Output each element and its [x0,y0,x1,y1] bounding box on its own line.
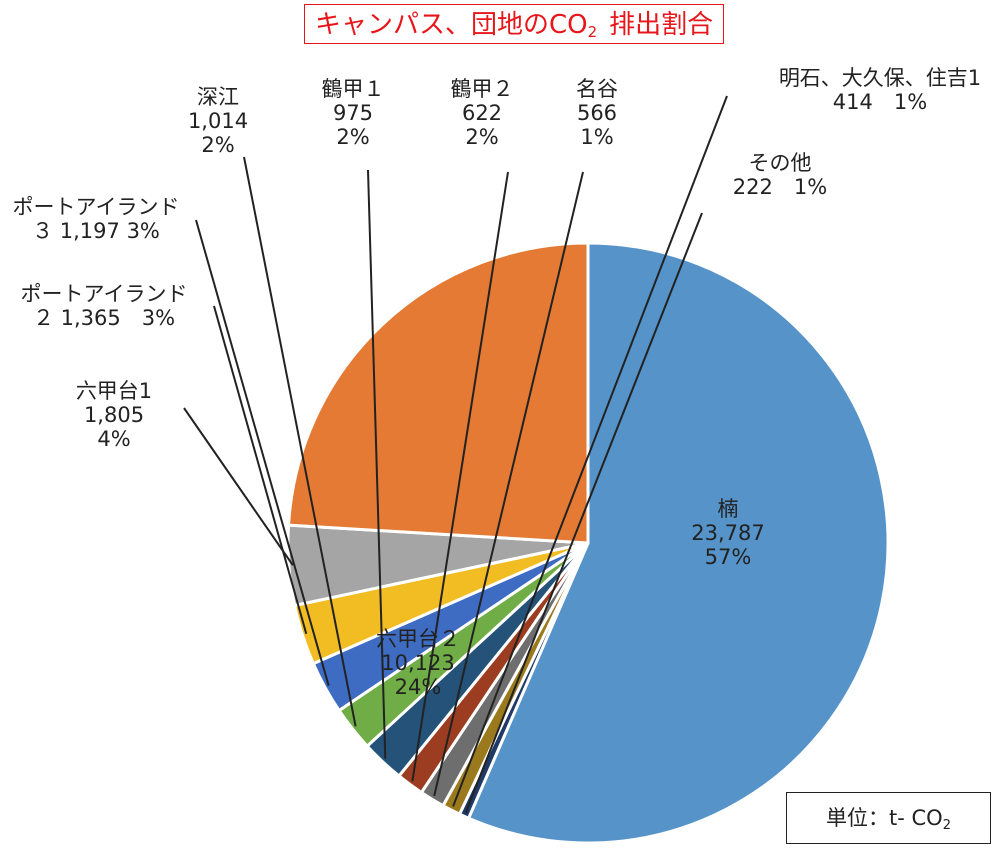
slice-label-line-kusunoki-1: 23,787 [691,521,764,545]
leader-line-tsurukabuto1 [367,169,387,759]
slice-label-line-rokko1-2: 4% [97,427,130,451]
chart-title-main: キャンパス、団地のCO [315,10,588,40]
slice-label-line-fukae-0: 深江 [197,85,239,109]
slice-label-port2: ポートアイランド２ 1,365 3% [21,282,188,330]
slice-label-line-tsurukabuto2-0: 鶴甲２ [451,77,514,101]
slice-label-line-akashi-1: 414 1% [833,90,927,114]
slice-label-line-tsurukabuto2-1: 622 [462,101,502,125]
slice-label-rokko2: 六甲台２ 10,123 24% [376,627,460,699]
leader-line-port2 [213,305,308,635]
slice-label-line-akashi-0: 明石、大久保、住吉1 [779,66,981,90]
unit-label-subscript: 2 [942,818,951,833]
unit-label: 単位：t- CO [826,806,943,830]
slice-label-line-tsurukabuto2-2: 2% [465,125,498,149]
leader-line-fukae [243,156,357,727]
unit-label-box: 単位：t- CO2 [786,792,991,844]
chart-title-tail: 排出割合 [609,10,714,40]
slice-label-line-rokko2-1: 10,123 [381,651,454,675]
leader-line-port3 [195,219,330,686]
slice-label-line-fukae-2: 2% [201,133,234,157]
slice-label-line-port3-0: ポートアイランド [13,195,180,219]
slice-label-tsurukabuto1: 鶴甲１ 975 2% [322,77,385,149]
leader-line-rokko1 [183,407,294,566]
pie-slice-rokko2 [287,241,590,545]
pie-slice-kusunoki [467,241,890,845]
slice-label-line-port2-1: ２ 1,365 3% [33,306,175,330]
slice-label-line-tsurukabuto1-2: 2% [336,125,369,149]
leader-line-naya [433,171,584,797]
slice-label-line-port3-1: ３ 1,197 3% [32,219,160,243]
slice-label-line-rokko1-1: 1,805 [84,403,144,427]
slice-label-naya: 名谷 566 1% [576,77,618,149]
slice-label-akashi: 明石、大久保、住吉1 414 1% [779,66,981,114]
slice-label-port3: ポートアイランド３ 1,197 3% [13,195,180,243]
leader-lines [183,95,728,813]
slice-labels: 楠 23,787 57% その他 222 1% 明石、大久保、住吉1 414 1% 名谷 566… [13,66,982,699]
chart-title: キャンパス、団地のCO2 排出割合 [304,4,725,44]
slice-label-line-kusunoki-0: 楠 [718,497,739,521]
slice-label-kusunoki: 楠 23,787 57% [691,497,764,569]
slice-label-fukae: 深江 1,014 2% [188,85,248,157]
slice-label-line-naya-0: 名谷 [576,77,618,101]
slice-label-line-other-1: 222 1% [733,175,827,199]
slice-label-line-naya-1: 566 [577,101,617,125]
slice-label-line-tsurukabuto1-1: 975 [333,101,373,125]
slice-label-line-fukae-1: 1,014 [188,109,248,133]
slice-label-line-port2-0: ポートアイランド [21,282,188,306]
leader-line-tsurukabuto2 [411,171,509,782]
slice-label-tsurukabuto2: 鶴甲２ 622 2% [451,77,514,149]
slice-label-line-other-0: その他 [749,151,812,175]
slice-label-line-rokko2-2: 24% [395,675,442,699]
slice-label-line-rokko2-0: 六甲台２ [376,627,460,651]
slice-label-rokko1: 六甲台1 1,805 4% [76,379,152,451]
slice-label-line-tsurukabuto1-0: 鶴甲１ [322,77,385,101]
slice-label-line-kusunoki-2: 57% [705,545,752,569]
chart-title-subscript: 2 [587,23,598,41]
leader-line-akashi [452,95,728,807]
slice-label-other: その他 222 1% [733,151,827,199]
slice-label-line-naya-2: 1% [580,125,613,149]
slice-label-line-rokko1-0: 六甲台1 [76,379,152,403]
leader-line-other [464,212,703,813]
